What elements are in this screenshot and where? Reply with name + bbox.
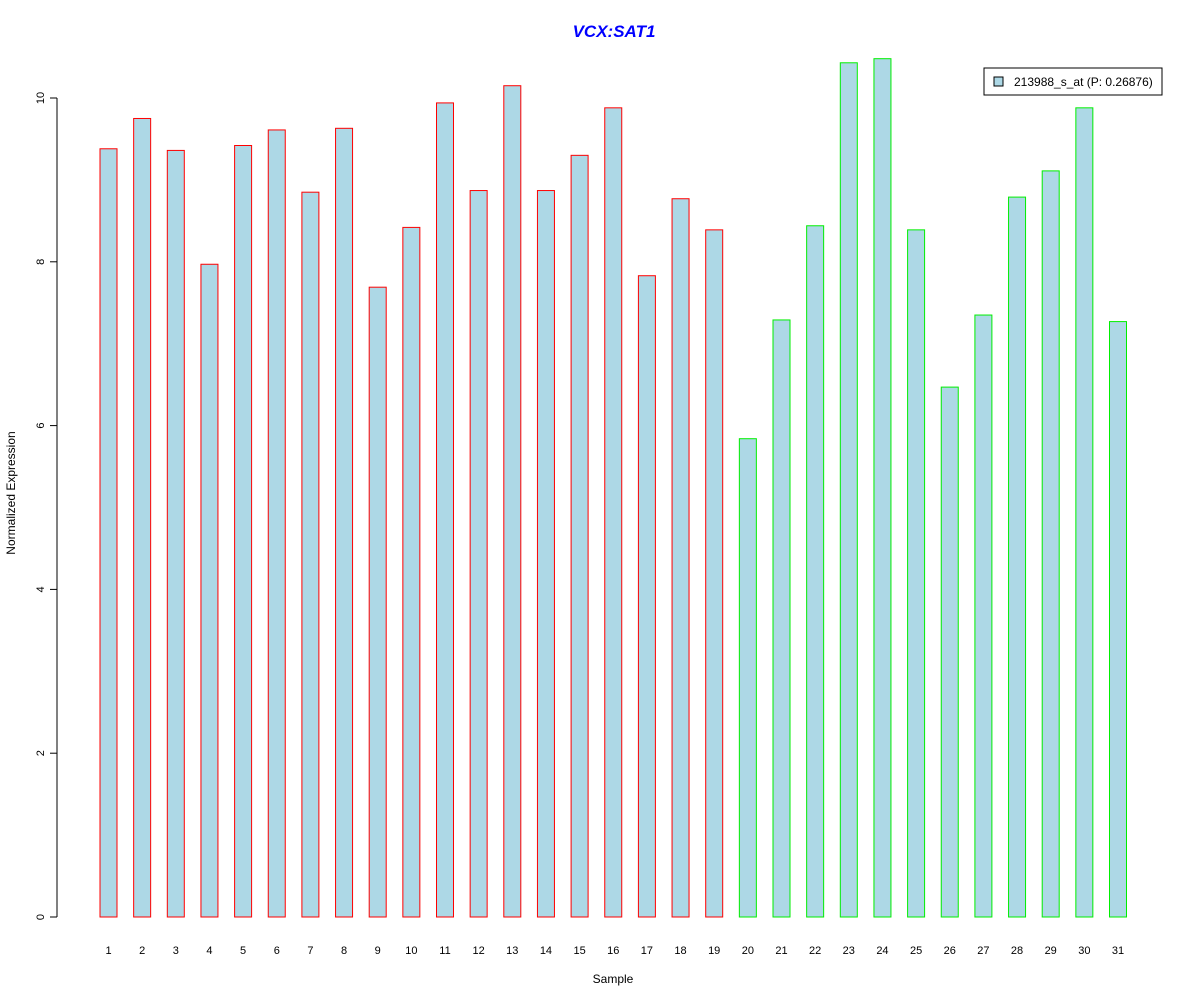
bar-sample-29 [1041,170,1060,918]
x-tick-label: 19 [708,945,720,957]
x-tick-label: 2 [139,945,145,957]
x-tick-label: 14 [540,945,552,957]
y-tick-label: 4 [35,586,47,592]
x-tick-label: 31 [1112,945,1124,957]
x-tick-label: 28 [1011,945,1023,957]
bar-sample-20 [738,438,757,918]
x-tick-label: 11 [439,945,450,957]
bar-sample-7 [301,191,320,918]
y-tick-label: 0 [35,914,47,920]
chart-title: VCX:SAT1 [573,22,656,41]
bar-sample-30 [1075,107,1094,918]
bar-sample-31 [1109,321,1127,918]
bar-sample-18 [671,198,690,918]
x-tick-labels: 1 2 3 4 5 6 7 8 9 10 11 12 13 14 15 16 17 18 19 20 21 22 23 24 2… [105,945,1124,957]
x-axis-title: Sample [593,972,634,986]
bar-sample-8 [335,127,354,918]
bar-sample-16 [604,107,623,918]
y-tick-label: 6 [35,423,47,429]
bar-sample-5 [234,145,253,918]
bar-sample-9 [368,286,387,918]
x-tick-label: 8 [341,945,347,957]
y-axis-title: Normalized Expression [4,431,18,554]
bar-sample-27 [974,314,993,918]
bar-sample-1 [99,148,118,918]
bar-sample-25 [907,229,926,918]
y-tick-label: 8 [35,259,47,265]
legend-swatch [993,76,1004,87]
x-tick-label: 13 [506,945,518,957]
x-tick-label: 25 [910,945,922,957]
x-tick-label: 10 [405,945,417,957]
x-tick-label: 18 [674,945,686,957]
bar-sample-26 [940,386,959,918]
bar-sample-17 [637,275,656,918]
x-tick-label: 7 [307,945,313,957]
x-tick-label: 12 [473,945,485,957]
x-tick-label: 1 [105,945,111,957]
bar-sample-24 [873,58,892,918]
x-tick-label: 4 [206,945,212,957]
bar-sample-10 [402,226,421,918]
x-tick-label: 21 [775,945,787,957]
x-tick-label: 26 [944,945,956,957]
x-tick-label: 27 [977,945,989,957]
bar-sample-4 [200,263,219,918]
bar-sample-22 [806,225,825,918]
x-tick-label: 5 [240,945,246,957]
y-tick-label: 2 [35,750,47,756]
bar-sample-2 [133,117,152,918]
x-tick-label: 22 [809,945,821,957]
y-axis: 0 2 4 6 8 10 [35,92,58,920]
legend: 213988_s_at (P: 0.26876) [983,67,1163,96]
bar-sample-13 [503,85,522,918]
bar-sample-6 [267,129,286,918]
bar-sample-11 [436,102,454,918]
x-tick-label: 30 [1078,945,1090,957]
x-tick-label: 17 [641,945,653,957]
bar-sample-19 [705,229,724,918]
bar-sample-23 [839,62,858,918]
y-tick-label: 10 [35,92,47,104]
bar-sample-15 [570,154,589,918]
x-tick-label: 6 [274,945,280,957]
bar-sample-28 [1008,196,1027,918]
x-tick-label: 9 [375,945,381,957]
bars-group [99,58,1127,918]
x-tick-label: 23 [843,945,855,957]
bar-sample-3 [166,149,185,918]
x-tick-label: 3 [173,945,179,957]
x-tick-label: 24 [876,945,888,957]
bar-sample-14 [536,190,555,918]
x-tick-label: 20 [742,945,754,957]
bar-sample-21 [772,319,791,918]
legend-box [983,67,1163,96]
legend-label: 213988_s_at (P: 0.26876) [1014,75,1153,89]
x-tick-label: 16 [607,945,619,957]
x-tick-label: 29 [1045,945,1057,957]
bar-sample-12 [469,190,488,918]
x-tick-label: 15 [573,945,585,957]
